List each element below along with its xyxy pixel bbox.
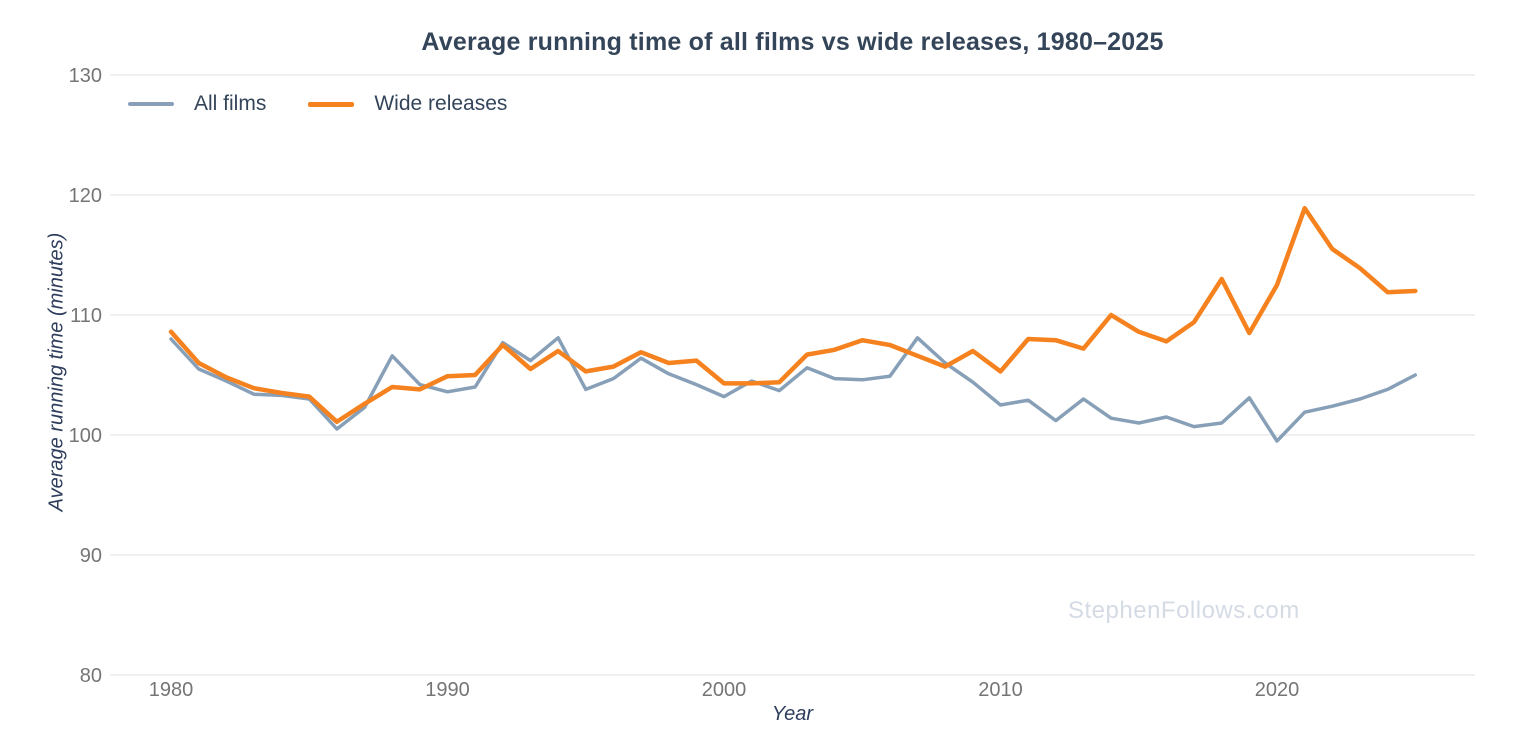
- x-tick-label-2020: 2020: [1255, 679, 1300, 701]
- x-axis-tick-labels: 1980 1990 2000 2010 2020: [149, 679, 1300, 701]
- legend-item-wide-releases[interactable]: Wide releases: [308, 92, 507, 116]
- y-tick-label-130: 130: [69, 65, 102, 87]
- series-line-wide-releases: [168, 205, 1418, 425]
- chart-title: Average running time of all films vs wid…: [421, 28, 1164, 56]
- x-axis-title: Year: [771, 703, 814, 725]
- y-tick-label-120: 120: [69, 185, 102, 207]
- x-tick-label-2000: 2000: [702, 679, 747, 701]
- watermark: StephenFollows.com: [1068, 597, 1300, 624]
- legend-item-all-films[interactable]: All films: [128, 92, 266, 116]
- y-tick-label-90: 90: [80, 545, 102, 567]
- wide-releases-line-swatch: [308, 101, 355, 107]
- legend-label-all-films: All films: [194, 92, 267, 115]
- gridlines: [110, 74, 1475, 676]
- x-tick-label-1980: 1980: [149, 679, 194, 701]
- x-tick-label-1990: 1990: [425, 679, 470, 701]
- y-axis-tick-labels: 80 90 100 110 120 130: [69, 65, 102, 687]
- y-tick-label-80: 80: [80, 665, 102, 687]
- series-line-all-films: [169, 336, 1418, 443]
- y-axis-title: Average running time (minutes): [45, 232, 68, 512]
- x-tick-label-2010: 2010: [978, 679, 1023, 701]
- y-tick-label-110: 110: [70, 305, 102, 327]
- all-films-line-swatch: [128, 102, 174, 106]
- y-tick-label-100: 100: [69, 425, 102, 447]
- legend: All films Wide releases: [128, 92, 507, 116]
- legend-label-wide-releases: Wide releases: [374, 92, 508, 115]
